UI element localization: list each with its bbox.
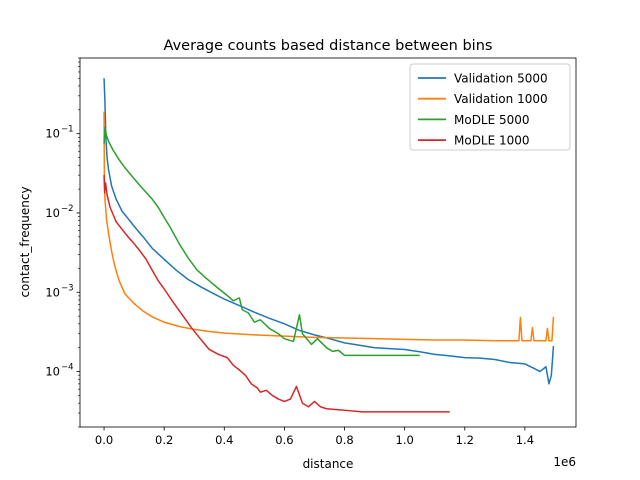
- x-tick-label: 0.4: [215, 433, 233, 447]
- y-tick-exponent: −4: [61, 363, 74, 373]
- y-axis-label: contact_frequency: [18, 186, 32, 297]
- plot-frame: [79, 57, 577, 428]
- legend-label-2: MoDLE 5000: [454, 113, 530, 127]
- x-offset-label: 1e6: [553, 455, 576, 469]
- x-tick-label: 1.4: [516, 433, 534, 447]
- y-tick-label: 10: [45, 365, 60, 379]
- y-tick-exponent: −1: [61, 125, 74, 135]
- y-tick-label: 10: [45, 127, 60, 141]
- y-tick-label: 10: [45, 206, 60, 220]
- series-layer: [103, 78, 555, 413]
- series-line-1: [103, 111, 555, 342]
- x-tick-label: 1.2: [456, 433, 474, 447]
- legend-box: [409, 63, 571, 151]
- y-tick-exponent: −3: [61, 283, 74, 293]
- x-tick-label: 0.2: [155, 433, 173, 447]
- series-line-0: [103, 78, 555, 385]
- x-tick-label: 0.8: [335, 433, 353, 447]
- y-tick-exponent: −2: [61, 204, 74, 214]
- x-axis-label: distance: [303, 457, 354, 471]
- legend-label-0: Validation 5000: [454, 72, 548, 86]
- legend: Validation 5000 Validation 1000 MoDLE 5000…: [409, 63, 571, 151]
- chart-title: Average counts based distance between bi…: [164, 38, 493, 54]
- series-line-2: [103, 126, 420, 357]
- x-tick-label: 1.0: [396, 433, 414, 447]
- axes-layer: 0.0 0.2 0.4 0.6 0.8 1.0 1.2 1.410−410−310−210−1: [45, 57, 577, 447]
- legend-label-3: MoDLE 1000: [454, 134, 530, 148]
- series-line-3: [103, 175, 450, 413]
- x-tick-label: 0.0: [95, 433, 113, 447]
- legend-label-1: Validation 1000: [454, 92, 548, 106]
- y-tick-label: 10: [45, 285, 60, 299]
- x-tick-label: 0.6: [275, 433, 293, 447]
